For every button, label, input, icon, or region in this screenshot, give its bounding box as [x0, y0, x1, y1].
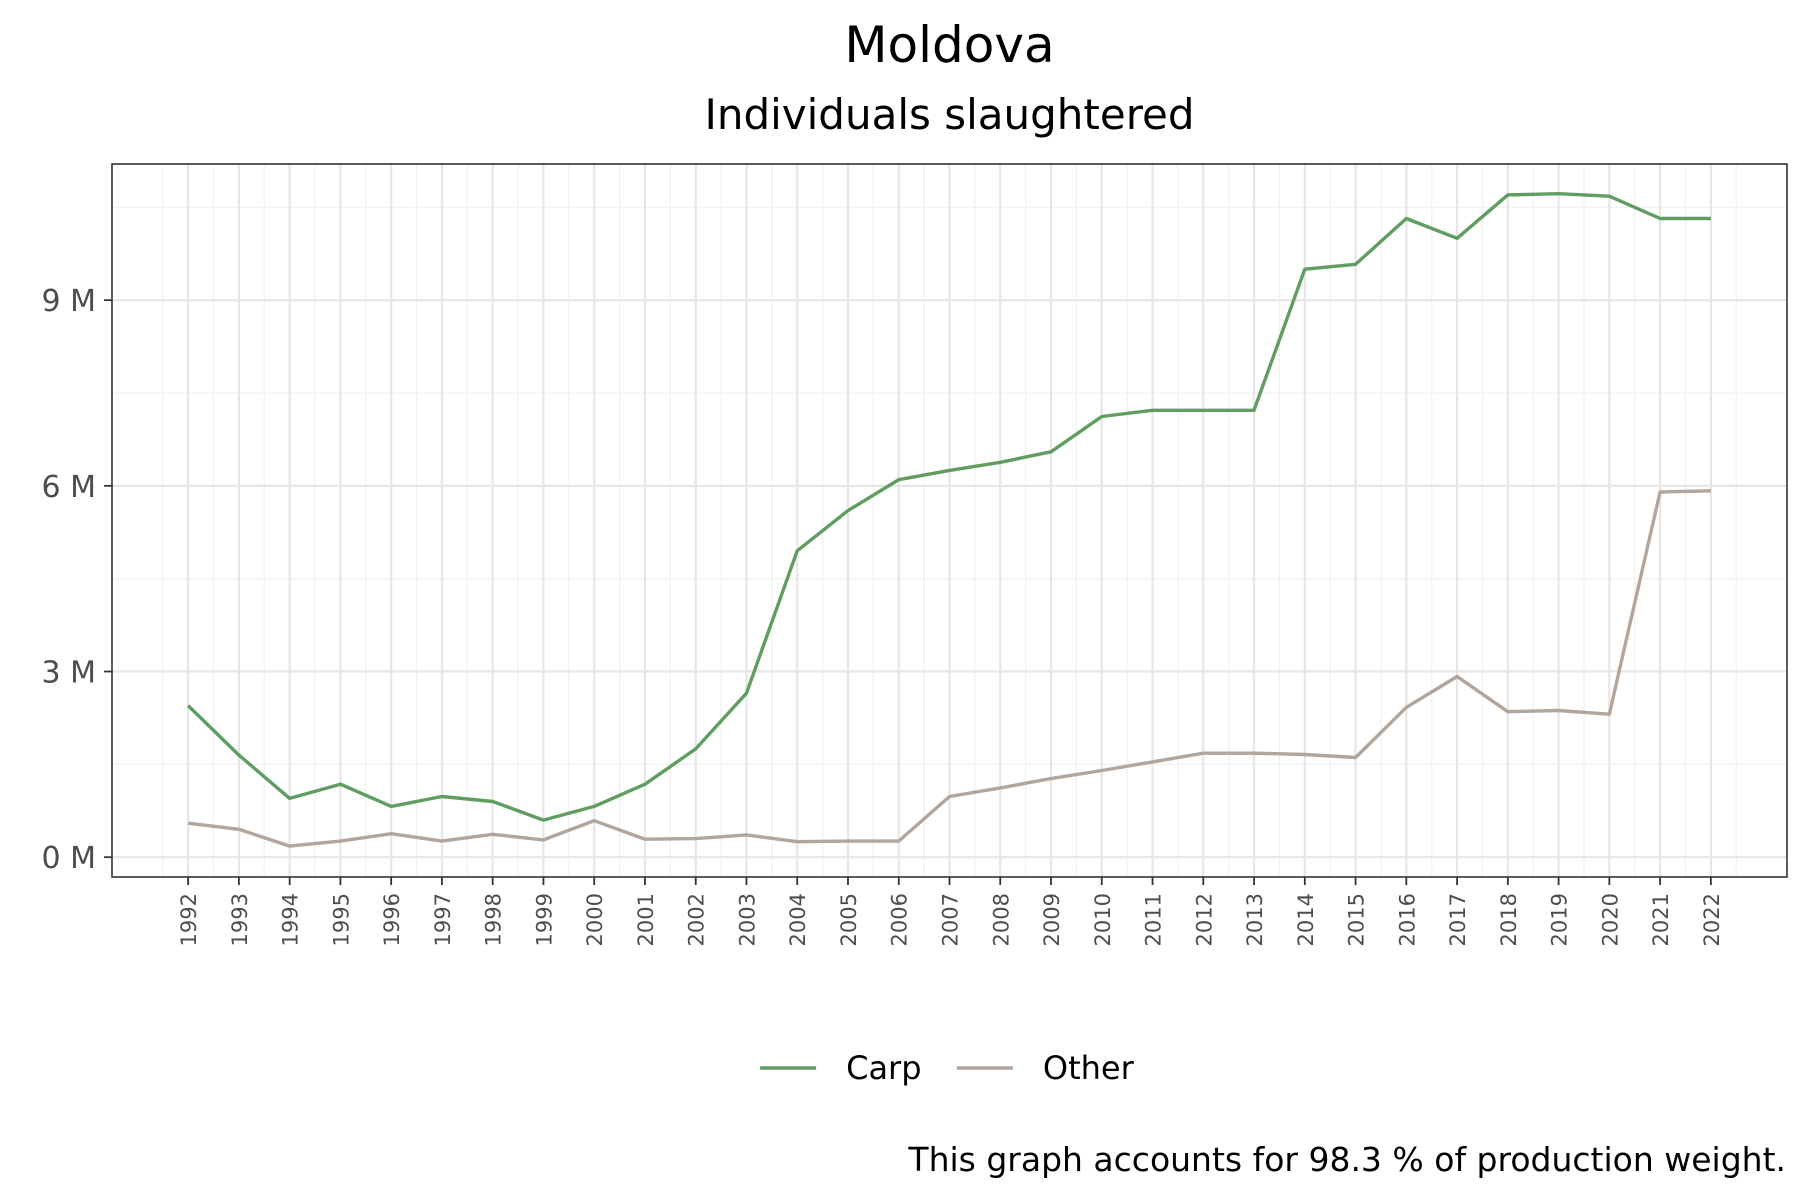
- legend: Carp Other: [760, 1049, 1135, 1087]
- y-tick-label: 0 M: [41, 841, 96, 876]
- x-tick-label: 1996: [380, 893, 404, 946]
- x-tick-label: 2021: [1649, 893, 1673, 946]
- x-tick-label: 2011: [1142, 893, 1166, 946]
- legend-label-other: Other: [1043, 1049, 1135, 1087]
- series-line-other: [187, 489, 1711, 848]
- x-tick-label: 2007: [939, 893, 963, 946]
- y-axis: 0 M 3 M 6 M 9 M: [41, 284, 112, 876]
- x-tick-label: 2004: [786, 893, 810, 946]
- x-axis: 1992 1993 1994 1995 1996 1997 1998 1999 2000 2001…: [177, 877, 1724, 946]
- x-tick-label: 2009: [1040, 893, 1064, 946]
- x-tick-label: 2022: [1700, 893, 1724, 946]
- y-tick-label: 9 M: [41, 284, 96, 319]
- series-layer: [186, 191, 1711, 848]
- y-tick-label: 3 M: [41, 656, 96, 691]
- x-tick-label: 2005: [837, 893, 861, 946]
- x-tick-label: 2013: [1243, 893, 1267, 946]
- x-tick-label: 2000: [583, 893, 607, 946]
- x-tick-label: 2002: [685, 893, 709, 946]
- legend-label-carp: Carp: [846, 1049, 921, 1087]
- x-tick-label: 2001: [634, 893, 658, 946]
- x-tick-label: 2020: [1598, 893, 1622, 946]
- x-tick-label: 2016: [1395, 893, 1419, 946]
- y-tick-label: 6 M: [41, 470, 96, 505]
- x-tick-label: 2017: [1446, 893, 1470, 946]
- grid-major: [112, 164, 1787, 877]
- x-tick-label: 2019: [1548, 893, 1572, 946]
- x-tick-label: 2012: [1192, 893, 1216, 946]
- series-line-carp: [186, 191, 1711, 822]
- x-tick-label: 2010: [1091, 893, 1115, 946]
- x-tick-label: 2014: [1294, 893, 1318, 946]
- chart-subtitle: Individuals slaughtered: [704, 90, 1195, 139]
- chart-title: Moldova: [844, 16, 1055, 74]
- x-tick-label: 2015: [1345, 893, 1369, 946]
- x-tick-label: 2018: [1497, 893, 1521, 946]
- x-tick-label: 2006: [888, 893, 912, 946]
- x-tick-label: 1997: [431, 893, 455, 946]
- x-tick-label: 1995: [329, 893, 353, 946]
- x-tick-label: 2003: [735, 893, 759, 946]
- x-tick-label: 1993: [228, 893, 252, 946]
- x-tick-label: 1999: [532, 893, 556, 946]
- x-tick-label: 1998: [482, 893, 506, 946]
- x-tick-label: 1992: [177, 893, 201, 946]
- x-tick-label: 1994: [279, 893, 303, 946]
- x-tick-label: 2008: [989, 893, 1013, 946]
- chart-caption: This graph accounts for 98.3 % of produc…: [908, 1140, 1786, 1179]
